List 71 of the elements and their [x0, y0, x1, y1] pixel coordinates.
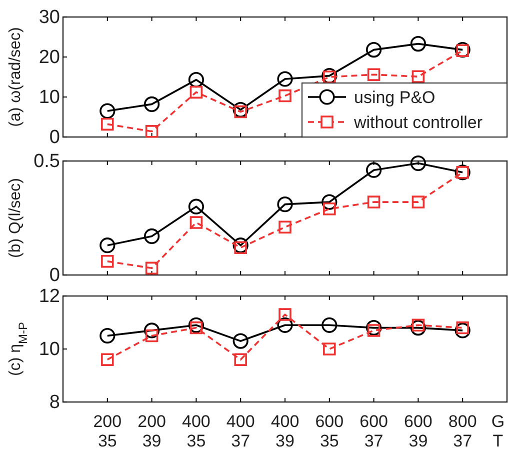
- y-tick-label: 0.5: [34, 151, 60, 172]
- point: [278, 89, 292, 102]
- point: [412, 318, 425, 332]
- point: [366, 320, 382, 336]
- point: [100, 328, 116, 344]
- point: [367, 196, 380, 208]
- point: [190, 321, 203, 334]
- point: [144, 322, 160, 338]
- point: [278, 220, 292, 234]
- x-axis-title: G T: [491, 412, 505, 451]
- point: [188, 72, 204, 88]
- point: [410, 320, 426, 336]
- point: [367, 324, 380, 337]
- x-tick-label: 600 37: [360, 412, 388, 451]
- y-tick-label: 10: [38, 339, 60, 360]
- point: [412, 196, 425, 208]
- point: [278, 308, 292, 321]
- point: [145, 125, 158, 138]
- point: [232, 333, 248, 349]
- point: [232, 238, 248, 254]
- x-tick-label: 800 37: [448, 412, 477, 451]
- legend-label: using P&O: [354, 88, 436, 107]
- point: [277, 71, 293, 87]
- point: [190, 86, 203, 99]
- y-tick-label: 8: [49, 392, 60, 414]
- x-tick-label: 400 35: [182, 412, 210, 451]
- point: [234, 241, 247, 254]
- point: [277, 196, 293, 212]
- y-tick-label: 20: [38, 47, 60, 68]
- point: [101, 353, 114, 366]
- point: [100, 103, 116, 119]
- x-tick-label: 600 39: [404, 412, 432, 451]
- point: [145, 329, 158, 342]
- y-tick-label: 0: [49, 127, 60, 148]
- point: [188, 317, 204, 333]
- point: [322, 317, 338, 333]
- point: [322, 194, 338, 210]
- y-axis-title: (a) ω(rad/sec): [7, 27, 24, 127]
- point: [144, 96, 160, 112]
- point: [410, 155, 426, 172]
- point: [366, 42, 382, 58]
- point: [323, 342, 336, 356]
- x-tick-label: 200 35: [93, 412, 122, 451]
- point: [277, 317, 293, 333]
- point: [412, 70, 425, 83]
- point: [410, 36, 426, 52]
- y-tick-label: 30: [38, 7, 60, 28]
- x-tick-label: 400 37: [226, 412, 255, 451]
- y-tick-label: 10: [38, 87, 60, 108]
- point: [367, 68, 380, 81]
- point: [454, 322, 470, 338]
- point: [232, 102, 248, 118]
- x-tick-label: 600 35: [315, 412, 344, 451]
- point: [101, 118, 114, 131]
- y-axis-title: (b) Q(l/sec): [7, 178, 24, 258]
- point: [188, 198, 204, 214]
- y-tick-label: 12: [38, 286, 60, 308]
- x-tick-label: 400 39: [270, 412, 300, 451]
- y-tick-label: 0: [49, 265, 60, 286]
- point: [144, 228, 160, 244]
- point: [234, 353, 247, 366]
- point: [101, 254, 114, 268]
- point: [323, 202, 336, 216]
- legend-label: without controller: [353, 113, 483, 132]
- point: [100, 238, 116, 254]
- point: [234, 105, 247, 118]
- point: [456, 321, 469, 334]
- x-tick-label: 200 39: [138, 412, 166, 451]
- point: [366, 162, 382, 178]
- point: [190, 216, 203, 229]
- point: [145, 262, 158, 275]
